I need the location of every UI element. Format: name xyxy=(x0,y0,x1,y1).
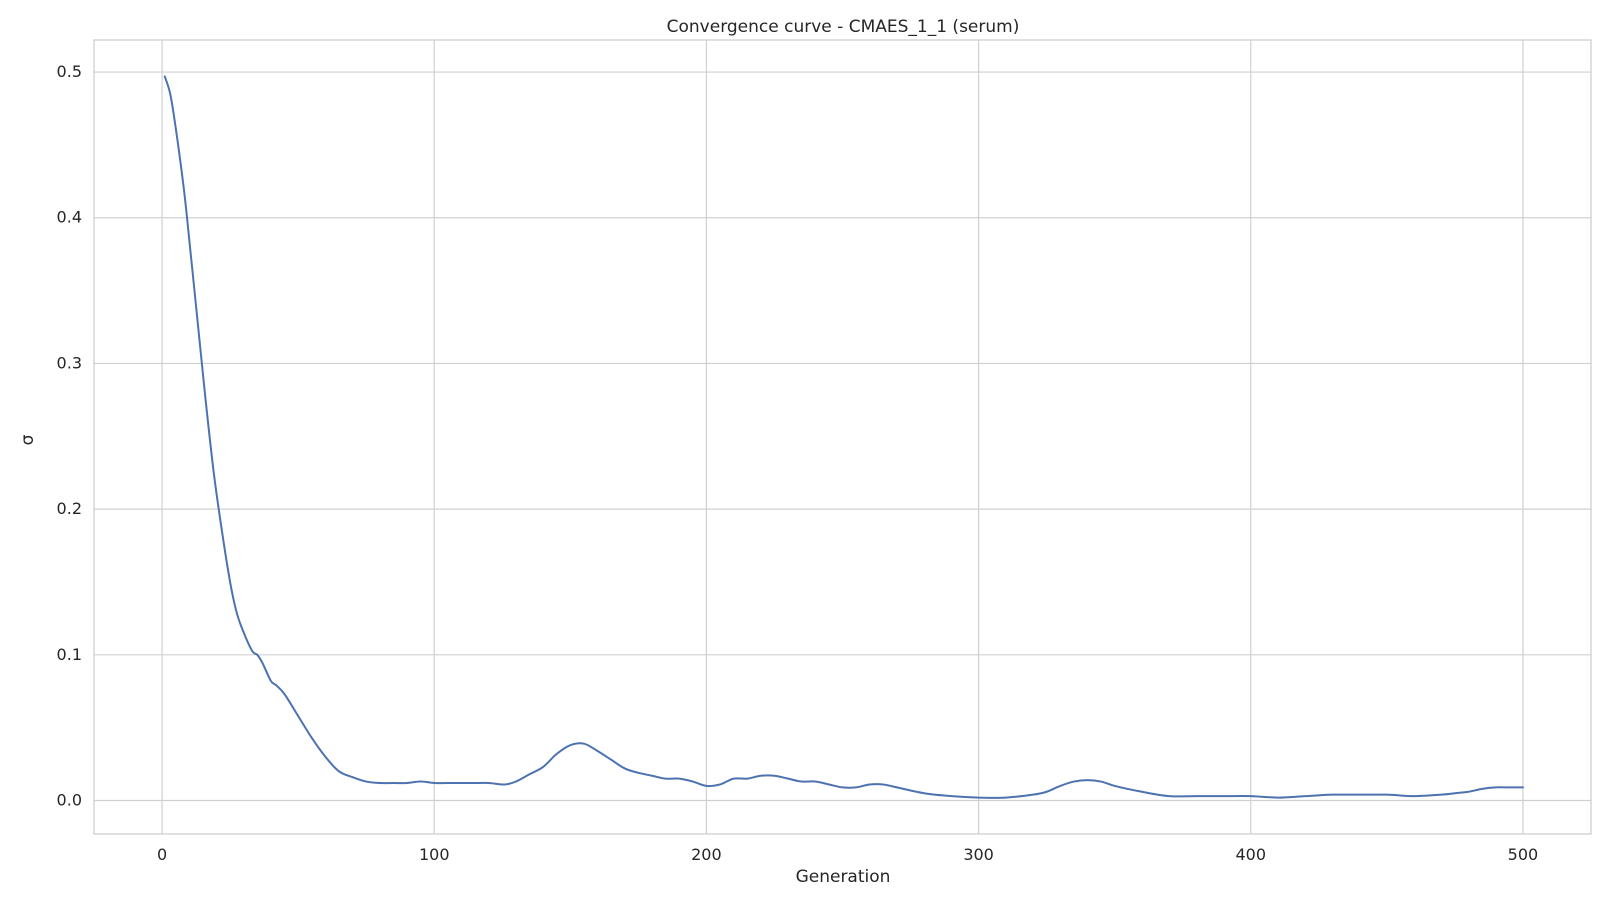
plot-frame xyxy=(93,39,1592,835)
y-tick-label: 0.3 xyxy=(57,353,82,372)
y-tick-label: 0.1 xyxy=(57,645,82,664)
grid xyxy=(94,40,1591,834)
x-tick-label: 0 xyxy=(157,845,167,864)
x-tick-label: 400 xyxy=(1235,845,1266,864)
sigma-series-line xyxy=(163,75,1524,799)
x-tick-label: 500 xyxy=(1508,845,1539,864)
x-tick-label: 300 xyxy=(963,845,994,864)
y-tick-label: 0.0 xyxy=(57,790,82,809)
y-axis-label: σ xyxy=(18,434,38,445)
chart-title: Convergence curve - CMAES_1_1 (serum) xyxy=(667,17,1020,37)
x-axis-ticks: 0 100 200 300 400 500 xyxy=(157,845,1538,864)
y-tick-label: 0.4 xyxy=(57,208,82,227)
y-tick-label: 0.2 xyxy=(57,499,82,518)
x-axis-label: Generation xyxy=(796,867,891,887)
y-axis-ticks: 0.0 0.1 0.2 0.3 0.4 0.5 xyxy=(57,62,82,809)
y-tick-label: 0.5 xyxy=(57,62,82,81)
x-tick-label: 100 xyxy=(419,845,450,864)
x-tick-label: 200 xyxy=(691,845,722,864)
series-lines xyxy=(163,75,1524,799)
